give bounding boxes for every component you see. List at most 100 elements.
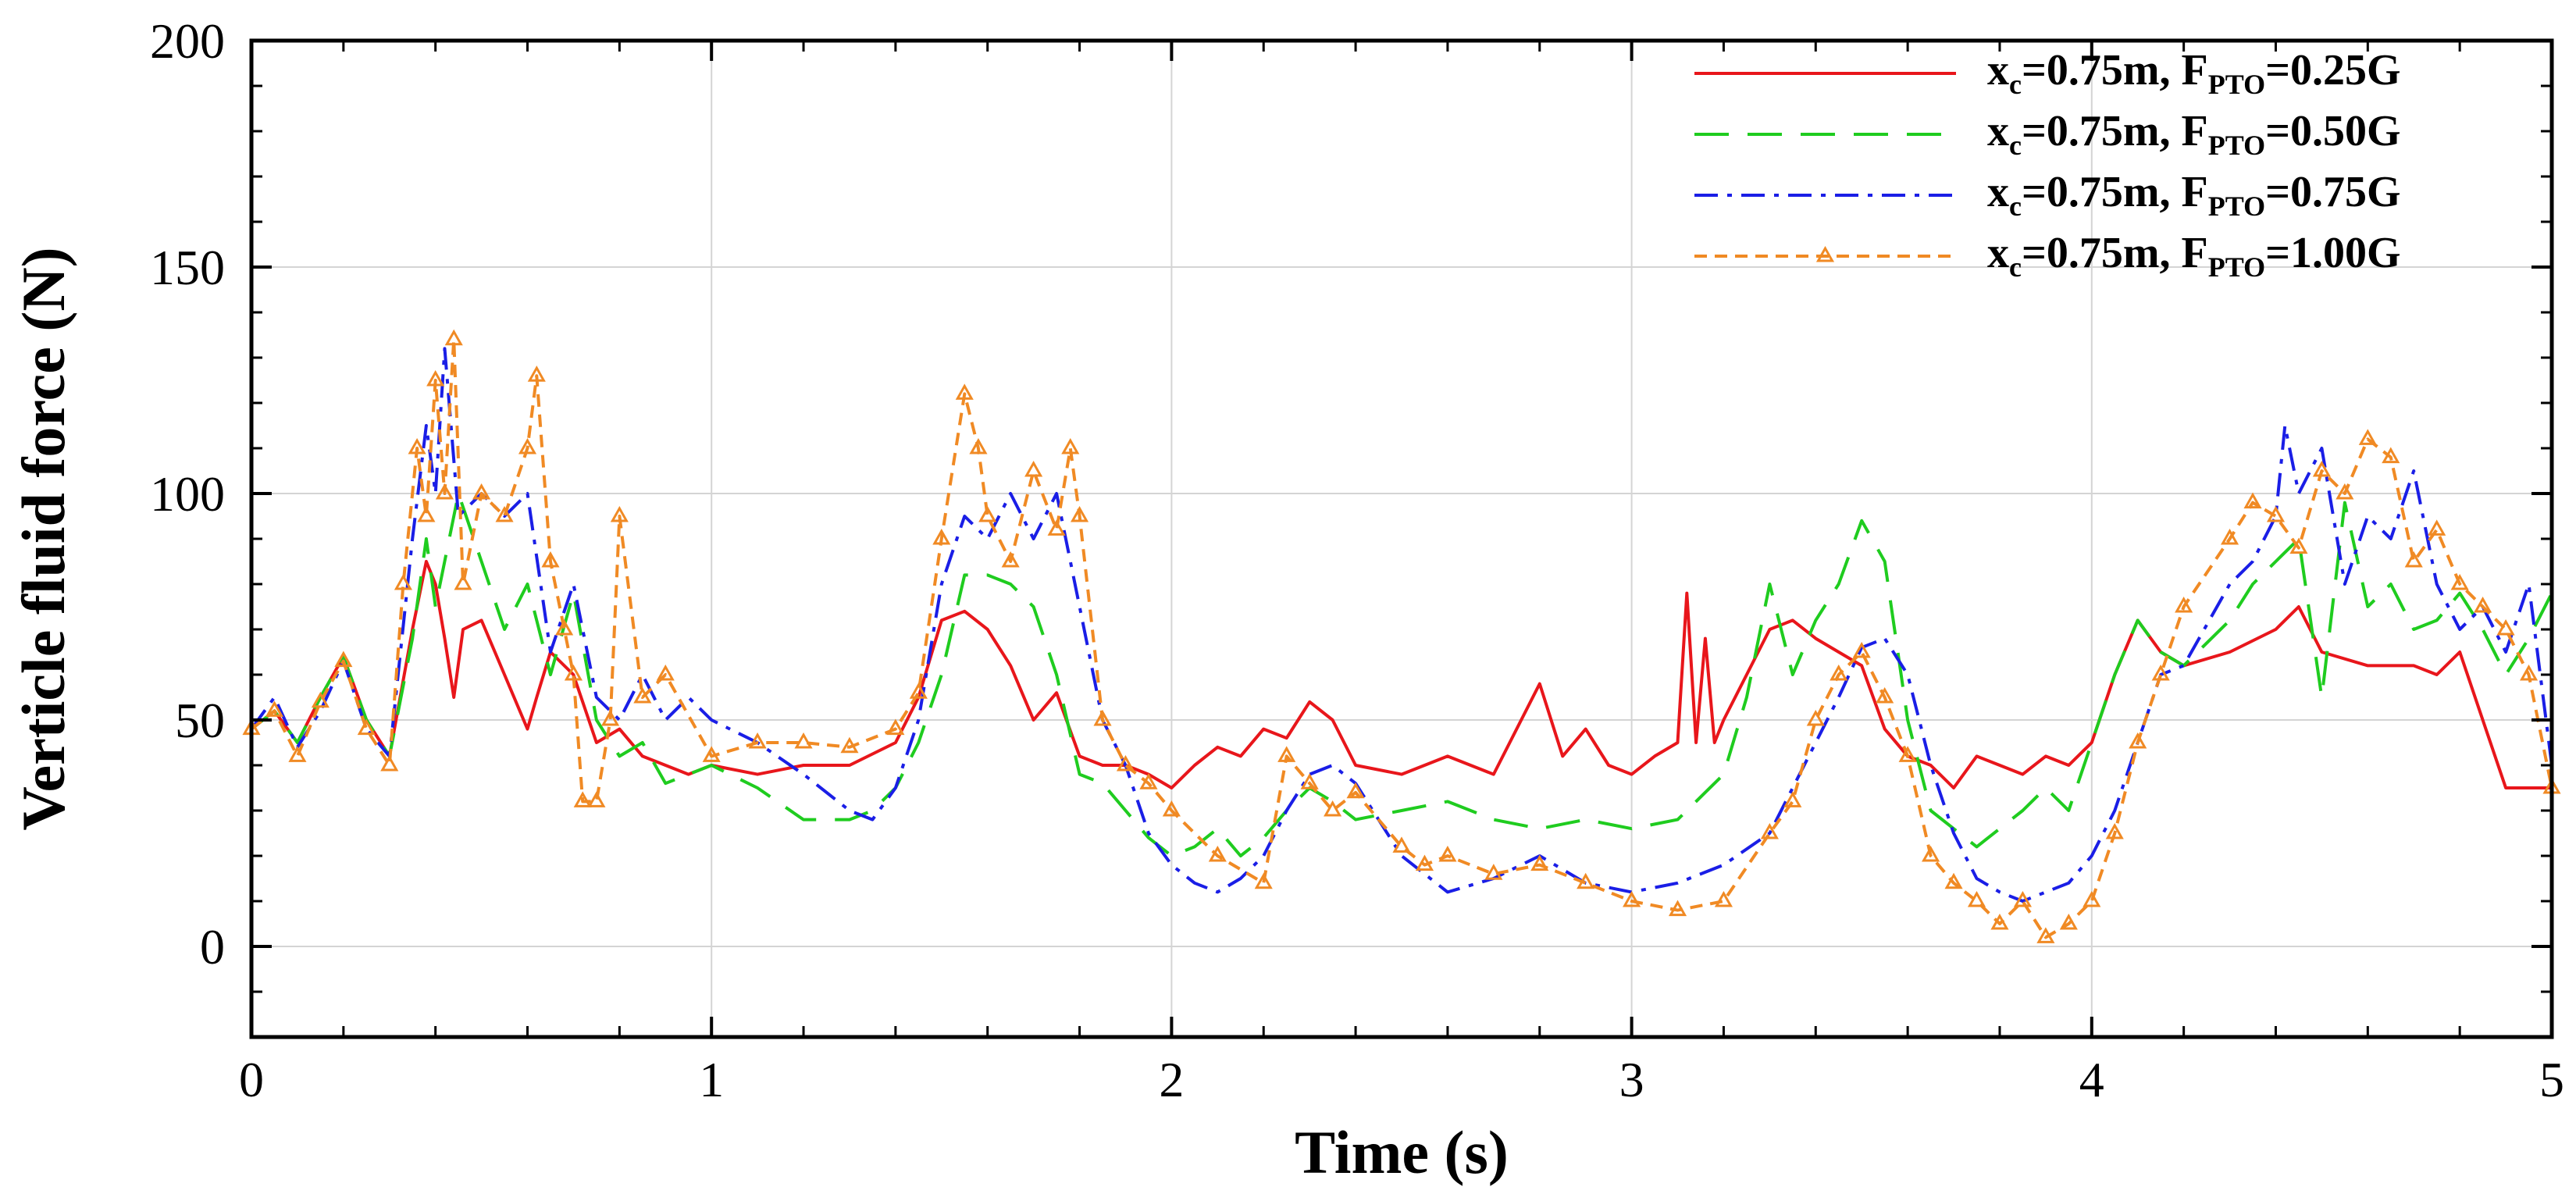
series-line-2 (250, 492, 2553, 857)
legend-label-1: xc=0.75m, FPTO=0.25G (1987, 46, 2401, 100)
series-lines (250, 337, 2553, 939)
data-point-marker (2175, 596, 2193, 613)
series-line-4 (250, 337, 2553, 939)
data-point-marker (444, 329, 463, 346)
data-point-marker (1324, 800, 1342, 817)
data-point-marker (1300, 773, 1319, 789)
data-point-marker (2519, 664, 2539, 681)
y-tick-label: 100 (150, 466, 225, 522)
y-tick-label: 200 (150, 13, 225, 69)
data-point-marker (2105, 822, 2124, 839)
data-point-marker (1484, 864, 1503, 880)
data-point-marker (564, 664, 583, 681)
data-point-marker (311, 691, 330, 708)
data-point-marker (610, 505, 629, 522)
data-point-marker (1001, 551, 1020, 568)
data-point-marker (417, 505, 436, 522)
x-tick-label: 1 (699, 1052, 724, 1107)
data-point-marker (1922, 845, 1940, 862)
y-tick-label: 0 (200, 919, 225, 975)
data-point-marker (1967, 890, 1986, 907)
data-point-marker (394, 573, 413, 590)
y-axis-label: Verticle fluid force (N) (9, 247, 77, 830)
data-point-marker (748, 732, 767, 749)
data-point-marker (1438, 845, 1457, 862)
data-point-marker (573, 791, 592, 807)
data-point-marker (978, 505, 997, 522)
data-point-marker (969, 437, 988, 454)
data-point-marker (472, 483, 491, 500)
data-point-marker (2382, 447, 2400, 464)
data-point-marker (2289, 537, 2308, 554)
data-point-marker (408, 437, 426, 454)
data-point-marker (1208, 845, 1227, 862)
data-point-marker (1346, 782, 1365, 799)
data-point-marker (1806, 709, 1825, 726)
data-point-marker (2474, 596, 2492, 613)
data-point-marker (2336, 483, 2354, 500)
data-point-marker (1577, 872, 1595, 889)
x-tick-label: 0 (239, 1052, 264, 1107)
data-point-marker (334, 650, 353, 668)
x-tick-label: 5 (2539, 1052, 2564, 1107)
data-point-marker (840, 736, 859, 754)
data-point-marker (435, 483, 454, 500)
data-point-marker (601, 709, 620, 726)
data-point-marker (1116, 754, 1135, 772)
data-point-marker (2036, 927, 2055, 943)
data-point-marker (587, 791, 606, 807)
data-point-marker (518, 437, 537, 454)
data-point-marker (955, 383, 974, 400)
data-point-marker (2358, 429, 2377, 445)
data-point-marker (1898, 746, 1917, 762)
data-point-marker (1093, 709, 1112, 726)
data-point-marker (633, 686, 652, 704)
data-point-marker (1623, 890, 1641, 907)
legend-label-3: xc=0.75m, FPTO=0.75G (1987, 168, 2401, 222)
data-point-marker (1830, 664, 1848, 681)
legend-label-4: xc=0.75m, FPTO=1.00G (1987, 229, 2401, 283)
legend-marker (1815, 245, 1835, 262)
y-tick-label: 150 (150, 240, 225, 295)
series-line-3 (250, 347, 2553, 903)
data-point-marker (1876, 686, 1894, 704)
y-tick-label: 50 (175, 693, 225, 748)
data-point-marker (357, 718, 376, 736)
data-point-marker (380, 754, 399, 772)
data-point-marker (2496, 618, 2515, 636)
series-markers (242, 329, 2561, 943)
data-point-marker (1714, 890, 1733, 907)
x-tick-label: 2 (1159, 1052, 1184, 1107)
data-point-marker (1852, 641, 1871, 658)
x-tick-label: 3 (1619, 1052, 1644, 1107)
data-point-marker (656, 664, 675, 681)
data-point-marker (527, 365, 546, 382)
data-point-marker (495, 505, 514, 522)
data-point-marker (1139, 773, 1158, 789)
data-point-marker (794, 732, 813, 749)
data-point-marker (2428, 519, 2446, 536)
data-point-marker (1277, 746, 1296, 762)
x-axis-label: Time (s) (1295, 1118, 1509, 1186)
data-point-marker (2243, 492, 2262, 509)
data-point-marker (555, 618, 574, 636)
data-point-marker (2312, 460, 2331, 477)
data-point-marker (2059, 913, 2078, 930)
data-point-marker (2220, 528, 2239, 545)
legend: xc=0.75m, FPTO=0.25G xc=0.75m, FPTO=0.50G… (1694, 46, 2401, 283)
data-point-marker (1024, 460, 1043, 477)
data-point-marker (2083, 890, 2101, 907)
data-point-marker (2151, 664, 2170, 681)
data-point-marker (886, 718, 905, 736)
data-point-marker (265, 700, 284, 717)
data-point-marker (1047, 519, 1066, 536)
data-point-marker (454, 573, 472, 590)
data-point-marker (1061, 437, 1080, 454)
data-point-marker (2450, 573, 2469, 590)
data-point-marker (1392, 836, 1411, 853)
data-point-marker (1254, 872, 1273, 889)
data-point-marker (1760, 822, 1779, 839)
data-point-marker (2129, 732, 2147, 749)
